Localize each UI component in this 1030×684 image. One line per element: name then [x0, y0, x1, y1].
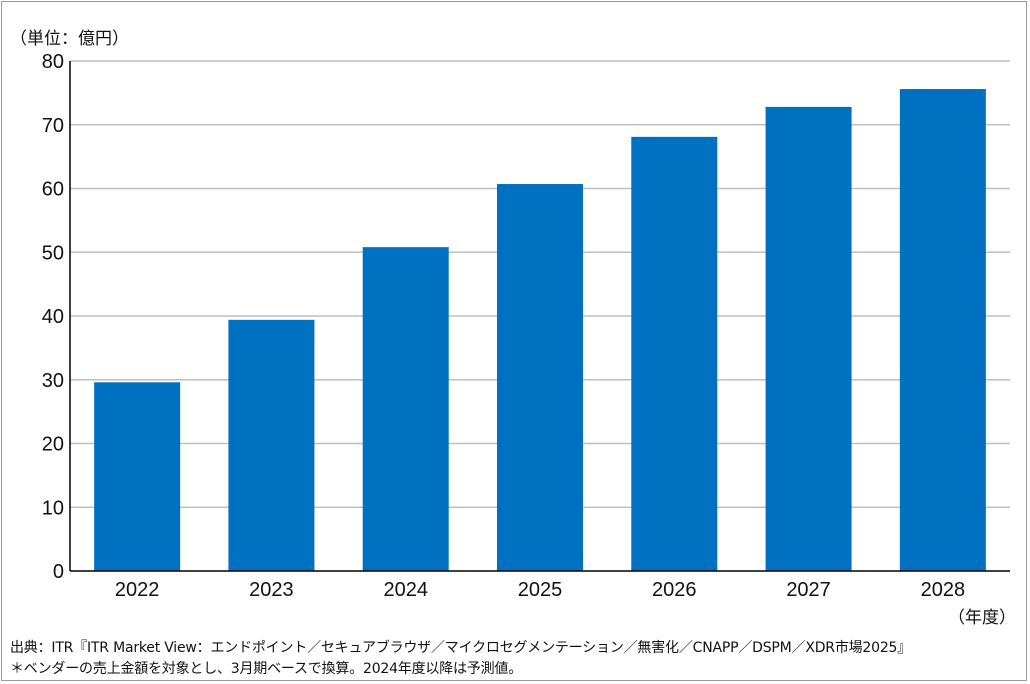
- bar: [631, 136, 718, 572]
- y-tick-label: 60: [42, 179, 64, 201]
- bar: [497, 184, 583, 571]
- y-tick-label: 0: [53, 561, 64, 583]
- bars: [94, 89, 986, 572]
- x-tick-label: 2025: [518, 579, 563, 601]
- footnote: ＊ベンダーの売上金額を対象とし、3月期ベースで換算。2024年度以降は予測値。: [10, 661, 523, 677]
- x-tick-label: 2027: [786, 579, 831, 601]
- x-tick-labels: 2022 2023 2024 2025 2026 2027 2028: [115, 579, 965, 601]
- y-tick-label: 30: [42, 370, 64, 392]
- bar: [94, 382, 181, 571]
- y-tick-label: 70: [42, 115, 64, 137]
- x-axis-unit-label: （年度）: [948, 608, 1016, 628]
- axes: [69, 61, 1010, 572]
- x-tick-label: 2023: [249, 579, 294, 601]
- y-axis-unit-label: （単位：億円）: [10, 29, 129, 49]
- y-tick-labels: 0 10 20 30 40 50 60 70 80: [42, 51, 64, 583]
- bar: [228, 319, 315, 571]
- x-tick-label: 2028: [921, 579, 966, 601]
- bar: [765, 106, 852, 572]
- y-tick-label: 40: [42, 306, 64, 328]
- y-tick-label: 10: [42, 497, 64, 519]
- y-tick-label: 50: [42, 242, 64, 264]
- y-tick-label: 20: [42, 434, 64, 456]
- y-tick-label: 80: [42, 51, 64, 73]
- x-tick-label: 2024: [383, 579, 428, 601]
- source-note: 出典：ITR『ITR Market View：エンドポイント／セキュアブラウザ／…: [10, 640, 912, 656]
- bar: [899, 89, 986, 572]
- bar: [362, 247, 449, 571]
- x-tick-label: 2022: [115, 579, 160, 601]
- x-tick-label: 2026: [652, 579, 697, 601]
